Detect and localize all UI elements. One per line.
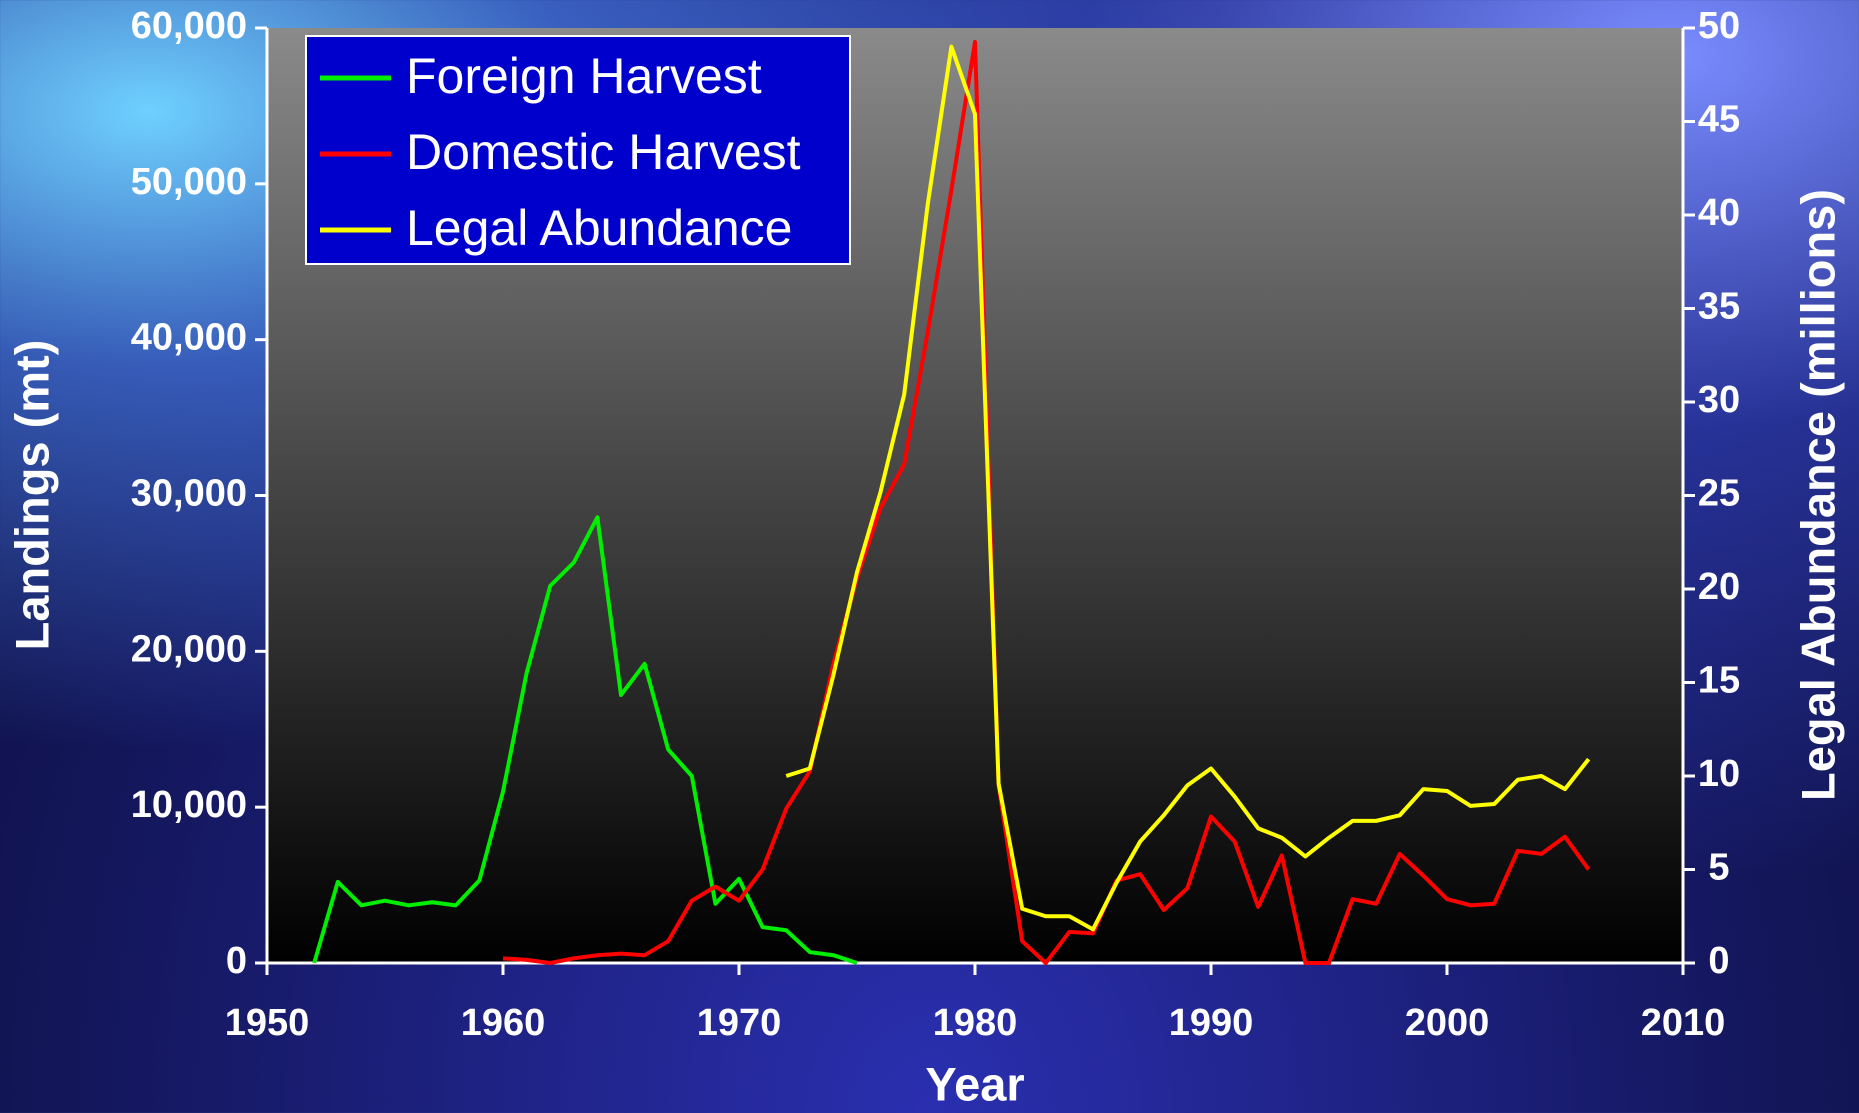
y2-tick-label: 40 (1698, 192, 1740, 234)
legend-label: Legal Abundance (406, 200, 792, 256)
x-tick-label: 1970 (697, 1002, 782, 1044)
y-tick-label: 10,000 (131, 784, 247, 826)
y2-axis-title: Legal Abundance (millions) (1791, 189, 1844, 801)
x-tick-label: 1960 (461, 1002, 546, 1044)
y2-tick-label: 5 (1708, 847, 1729, 889)
y-tick-label: 50,000 (131, 161, 247, 203)
x-tick-label: 2010 (1641, 1002, 1726, 1044)
x-tick-label: 1980 (933, 1002, 1018, 1044)
y-axis-title: Landings (mt) (5, 340, 58, 651)
x-tick-label: 1950 (225, 1002, 310, 1044)
y2-tick-label: 45 (1698, 99, 1740, 141)
legend-label: Foreign Harvest (406, 48, 762, 104)
series-line (502, 40, 1591, 965)
y-tick-label: 60,000 (131, 5, 247, 47)
y2-tick-label: 15 (1698, 660, 1740, 702)
series-line (312, 515, 858, 965)
y2-tick-label: 25 (1698, 473, 1740, 515)
y-tick-label: 40,000 (131, 317, 247, 359)
y2-tick-label: 50 (1698, 5, 1740, 47)
y-tick-label: 30,000 (131, 473, 247, 515)
y2-tick-label: 35 (1698, 286, 1740, 328)
y-tick-label: 0 (226, 940, 247, 982)
y-tick-label: 20,000 (131, 628, 247, 670)
x-axis-title: Year (925, 1057, 1024, 1110)
series-line (785, 44, 1591, 932)
legend (305, 35, 851, 265)
y2-tick-label: 10 (1698, 753, 1740, 795)
y2-tick-label: 30 (1698, 379, 1740, 421)
x-tick-label: 1990 (1169, 1002, 1254, 1044)
y2-tick-label: 0 (1708, 940, 1729, 982)
x-tick-label: 2000 (1405, 1002, 1490, 1044)
legend-label: Domestic Harvest (406, 124, 801, 180)
y2-tick-label: 20 (1698, 566, 1740, 608)
